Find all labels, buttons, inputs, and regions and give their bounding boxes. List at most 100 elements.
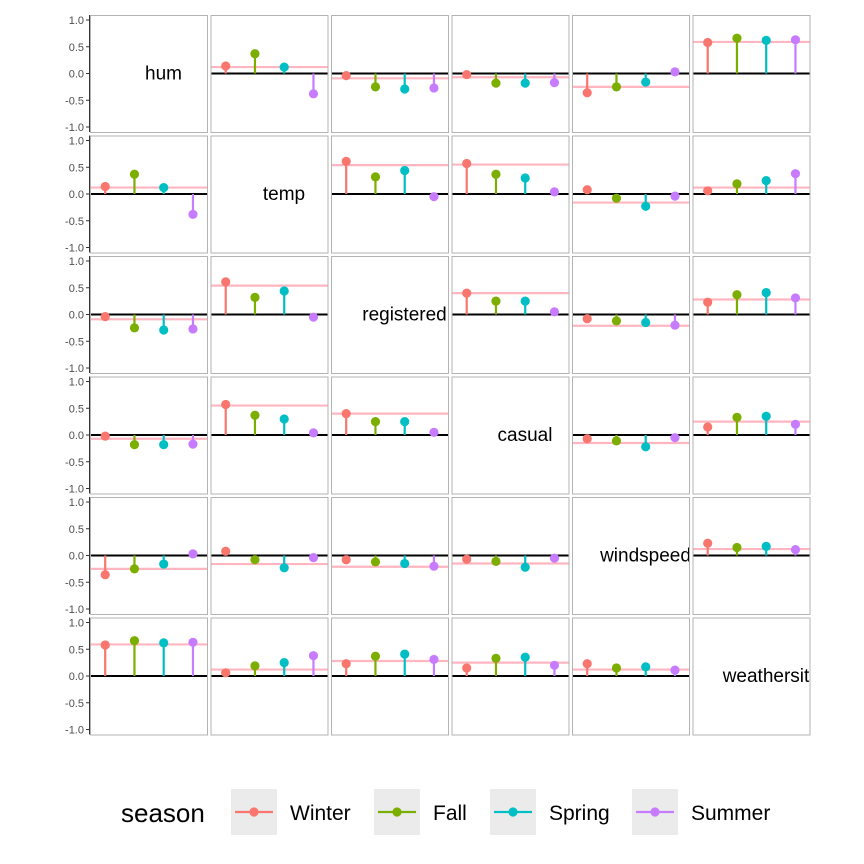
point-fall bbox=[129, 440, 140, 450]
point-spring bbox=[159, 440, 169, 450]
point-fall bbox=[611, 316, 622, 326]
legend-item-fall: Fall bbox=[374, 789, 467, 835]
point-summer bbox=[549, 660, 560, 670]
panel-registered-hum bbox=[90, 256, 208, 374]
y-tick-label: 1.0 bbox=[69, 618, 84, 630]
point-summer bbox=[429, 192, 439, 202]
point-fall bbox=[129, 323, 140, 333]
point-spring bbox=[520, 562, 530, 572]
point-spring bbox=[400, 165, 410, 176]
panel-hum-weathersit bbox=[692, 15, 811, 133]
diagonal-label-weathersit: weathersit bbox=[722, 666, 810, 687]
y-tick-label: -0.5 bbox=[65, 698, 84, 710]
point-winter bbox=[582, 659, 592, 669]
point-fall bbox=[732, 412, 742, 422]
y-tick-label: 0.5 bbox=[69, 42, 84, 54]
point-winter bbox=[221, 61, 231, 71]
point-winter bbox=[582, 314, 592, 324]
point-summer bbox=[670, 320, 680, 330]
point-spring bbox=[159, 559, 169, 569]
legend: season Winter Fall Spring Summer bbox=[121, 789, 770, 835]
point-winter bbox=[341, 409, 351, 419]
legend-key-point bbox=[392, 807, 402, 817]
point-summer bbox=[188, 324, 198, 334]
y-tick-label: 1.0 bbox=[69, 15, 84, 27]
legend-label-winter: Winter bbox=[290, 802, 351, 825]
point-summer bbox=[790, 419, 801, 429]
point-winter bbox=[703, 422, 713, 432]
point-summer bbox=[670, 433, 680, 443]
point-fall bbox=[732, 542, 742, 553]
point-spring bbox=[159, 638, 169, 648]
point-fall bbox=[370, 557, 381, 567]
point-fall bbox=[250, 661, 260, 671]
point-winter bbox=[341, 659, 351, 669]
point-fall bbox=[129, 636, 140, 646]
panel-windspeed-registered bbox=[331, 497, 449, 615]
legend-label-fall: Fall bbox=[433, 802, 467, 825]
panel-windspeed-weathersit bbox=[692, 497, 811, 615]
point-fall bbox=[370, 82, 381, 92]
point-winter bbox=[462, 69, 472, 80]
panel-registered-windspeed bbox=[572, 256, 690, 374]
point-spring bbox=[279, 563, 289, 573]
point-summer bbox=[670, 665, 680, 675]
point-spring bbox=[400, 649, 410, 659]
panel-border bbox=[692, 617, 811, 736]
point-spring bbox=[159, 182, 169, 193]
point-summer bbox=[670, 67, 680, 77]
y-tick-label: -0.5 bbox=[65, 336, 84, 348]
point-fall bbox=[611, 193, 622, 203]
panel-weathersit-hum bbox=[90, 617, 208, 736]
y-tick-label: 0.5 bbox=[69, 644, 84, 656]
point-fall bbox=[491, 169, 501, 179]
point-fall bbox=[732, 179, 742, 189]
legend-item-spring: Spring bbox=[490, 789, 610, 835]
point-winter bbox=[341, 71, 351, 81]
point-winter bbox=[462, 158, 472, 169]
point-spring bbox=[761, 287, 771, 298]
point-spring bbox=[520, 173, 530, 183]
panel-casual-weathersit bbox=[692, 376, 811, 495]
y-tick-label: 0.5 bbox=[69, 162, 84, 174]
point-fall bbox=[370, 417, 381, 427]
point-summer bbox=[549, 307, 560, 317]
point-winter bbox=[100, 570, 110, 580]
panel-windspeed-temp bbox=[210, 497, 329, 615]
point-summer bbox=[308, 428, 319, 438]
point-winter bbox=[462, 663, 472, 673]
point-winter bbox=[703, 297, 713, 307]
point-summer bbox=[429, 427, 439, 437]
point-fall bbox=[370, 651, 381, 661]
point-spring bbox=[279, 286, 289, 296]
panel-windspeed-hum bbox=[90, 497, 208, 615]
legend-label-spring: Spring bbox=[549, 802, 610, 825]
point-winter bbox=[341, 555, 351, 565]
point-spring bbox=[520, 296, 530, 306]
point-fall bbox=[250, 555, 260, 565]
point-spring bbox=[641, 201, 651, 211]
panel-weathersit-registered bbox=[331, 617, 449, 736]
y-tick-label: -0.5 bbox=[65, 577, 84, 589]
point-winter bbox=[703, 538, 713, 548]
y-tick-label: 1.0 bbox=[69, 136, 84, 148]
panel-border bbox=[210, 135, 329, 254]
point-winter bbox=[100, 640, 110, 650]
panel-casual-temp bbox=[210, 376, 329, 495]
point-fall bbox=[732, 290, 742, 300]
point-fall bbox=[611, 82, 622, 92]
panel-border bbox=[572, 497, 690, 615]
y-tick-label: 1.0 bbox=[69, 377, 84, 389]
y-tick-label: 0.0 bbox=[69, 430, 84, 442]
point-spring bbox=[400, 84, 410, 94]
point-spring bbox=[279, 658, 289, 668]
panel-weathersit-windspeed bbox=[572, 617, 690, 736]
point-spring bbox=[761, 541, 771, 552]
y-tick-label: 1.0 bbox=[69, 497, 84, 509]
point-fall bbox=[491, 296, 501, 306]
point-winter bbox=[221, 546, 231, 556]
point-summer bbox=[188, 439, 198, 449]
point-fall bbox=[129, 564, 140, 574]
point-summer bbox=[429, 561, 439, 571]
